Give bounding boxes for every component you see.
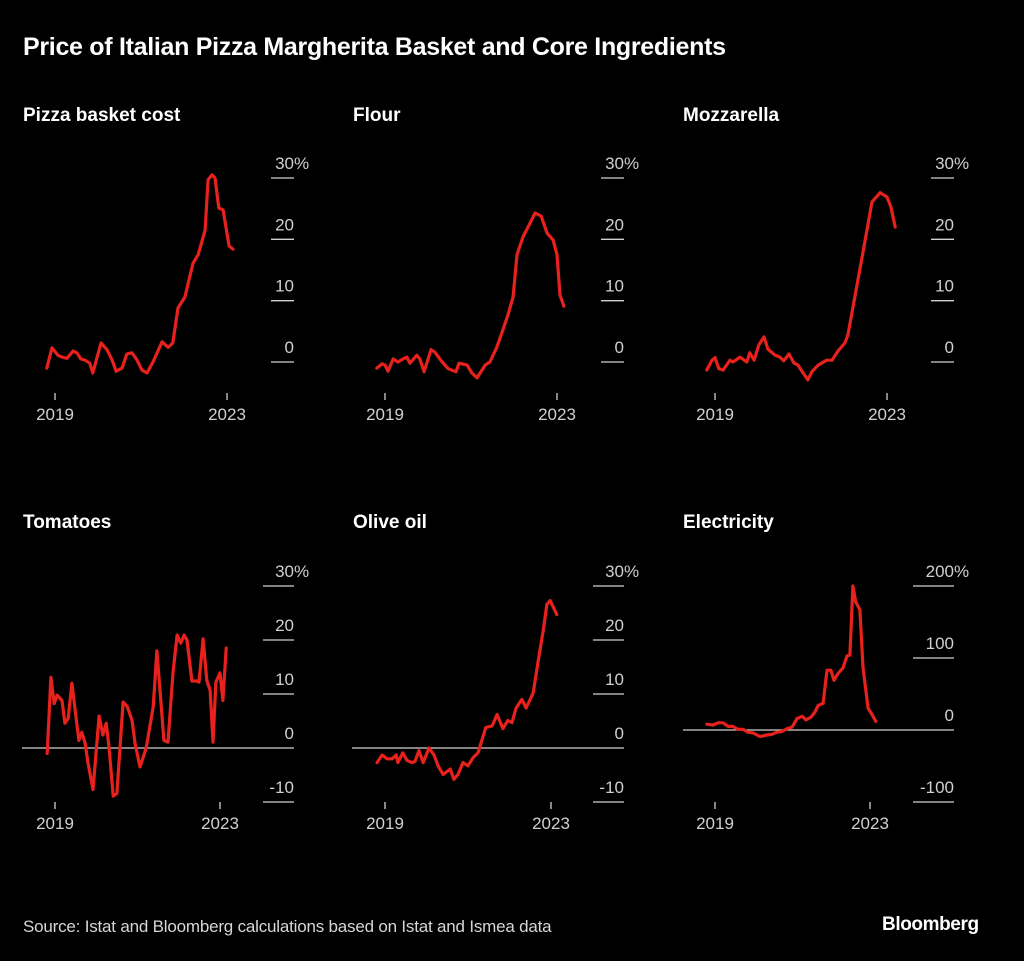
y-tick-label: 10 [605, 277, 624, 296]
y-tick-label: 30 [275, 154, 294, 173]
series-line-flour [375, 211, 566, 380]
panel-olive-oil: Olive oil -10 0 10 20 30 % 2019 2023 [352, 512, 639, 833]
x-tick-label: 2023 [868, 405, 906, 424]
y-tick-label: 10 [275, 670, 294, 689]
y-tick-unit: % [954, 562, 969, 581]
y-tick-label: -10 [599, 778, 624, 797]
panel-title: Electricity [683, 512, 774, 533]
series-line-tomatoes [45, 633, 228, 798]
series-line-electricity [705, 584, 878, 739]
series-line-pizza [45, 173, 235, 375]
y-tick-label: 10 [935, 277, 954, 296]
y-tick-unit: % [624, 562, 639, 581]
x-tick-label: 2023 [201, 814, 239, 833]
x-tick-label: 2019 [36, 814, 74, 833]
x-tick-label: 2023 [538, 405, 576, 424]
panel-title: Pizza basket cost [23, 105, 181, 126]
panel-title: Tomatoes [23, 512, 111, 533]
y-tick-label: 0 [285, 338, 294, 357]
x-tick-label: 2023 [208, 405, 246, 424]
series-line-mozzarella [705, 191, 897, 382]
y-tick-label: 20 [935, 215, 954, 234]
y-tick-label: 20 [275, 616, 294, 635]
x-tick-label: 2019 [36, 405, 74, 424]
panel-pizza: Pizza basket cost 0 10 20 30 % 2019 2023 [23, 105, 309, 424]
panel-electricity: Electricity -100 0 100 200 % 2019 2023 [683, 512, 969, 833]
x-tick-label: 2023 [532, 814, 570, 833]
y-tick-unit: % [294, 562, 309, 581]
y-tick-label: 30 [935, 154, 954, 173]
y-tick-label: 0 [945, 706, 954, 725]
y-tick-label: 20 [605, 616, 624, 635]
y-tick-label: 0 [615, 724, 624, 743]
x-tick-label: 2019 [366, 405, 404, 424]
panel-title: Flour [353, 105, 401, 126]
panel-tomatoes: Tomatoes -10 0 10 20 30 % 2019 2023 [22, 512, 309, 833]
y-tick-label: 100 [926, 634, 954, 653]
y-tick-unit: % [624, 154, 639, 173]
y-tick-label: 20 [605, 215, 624, 234]
y-tick-unit: % [294, 154, 309, 173]
y-tick-label: 10 [605, 670, 624, 689]
x-tick-label: 2023 [851, 814, 889, 833]
chart-title: Price of Italian Pizza Margherita Basket… [23, 33, 726, 61]
x-tick-label: 2019 [696, 405, 734, 424]
y-tick-label: 200 [926, 562, 954, 581]
panel-mozzarella: Mozzarella 0 10 20 30 % 2019 2023 [683, 105, 969, 424]
y-tick-label: 0 [285, 724, 294, 743]
y-tick-label: 30 [605, 154, 624, 173]
y-tick-label: 30 [275, 562, 294, 581]
y-tick-unit: % [954, 154, 969, 173]
bloomberg-logo: Bloomberg [882, 914, 979, 935]
series-line-olive-oil [375, 598, 559, 781]
x-tick-label: 2019 [366, 814, 404, 833]
x-tick-label: 2019 [696, 814, 734, 833]
y-tick-label: 10 [275, 277, 294, 296]
y-tick-label: 0 [945, 338, 954, 357]
panel-title: Mozzarella [683, 105, 780, 126]
panel-flour: Flour 0 10 20 30 % 2019 2023 [353, 105, 639, 424]
source-note: Source: Istat and Bloomberg calculations… [23, 917, 552, 936]
y-tick-label: 0 [615, 338, 624, 357]
y-tick-label: 20 [275, 215, 294, 234]
y-tick-label: 30 [605, 562, 624, 581]
y-tick-label: -100 [920, 778, 954, 797]
y-tick-label: -10 [269, 778, 294, 797]
panel-title: Olive oil [353, 512, 427, 533]
